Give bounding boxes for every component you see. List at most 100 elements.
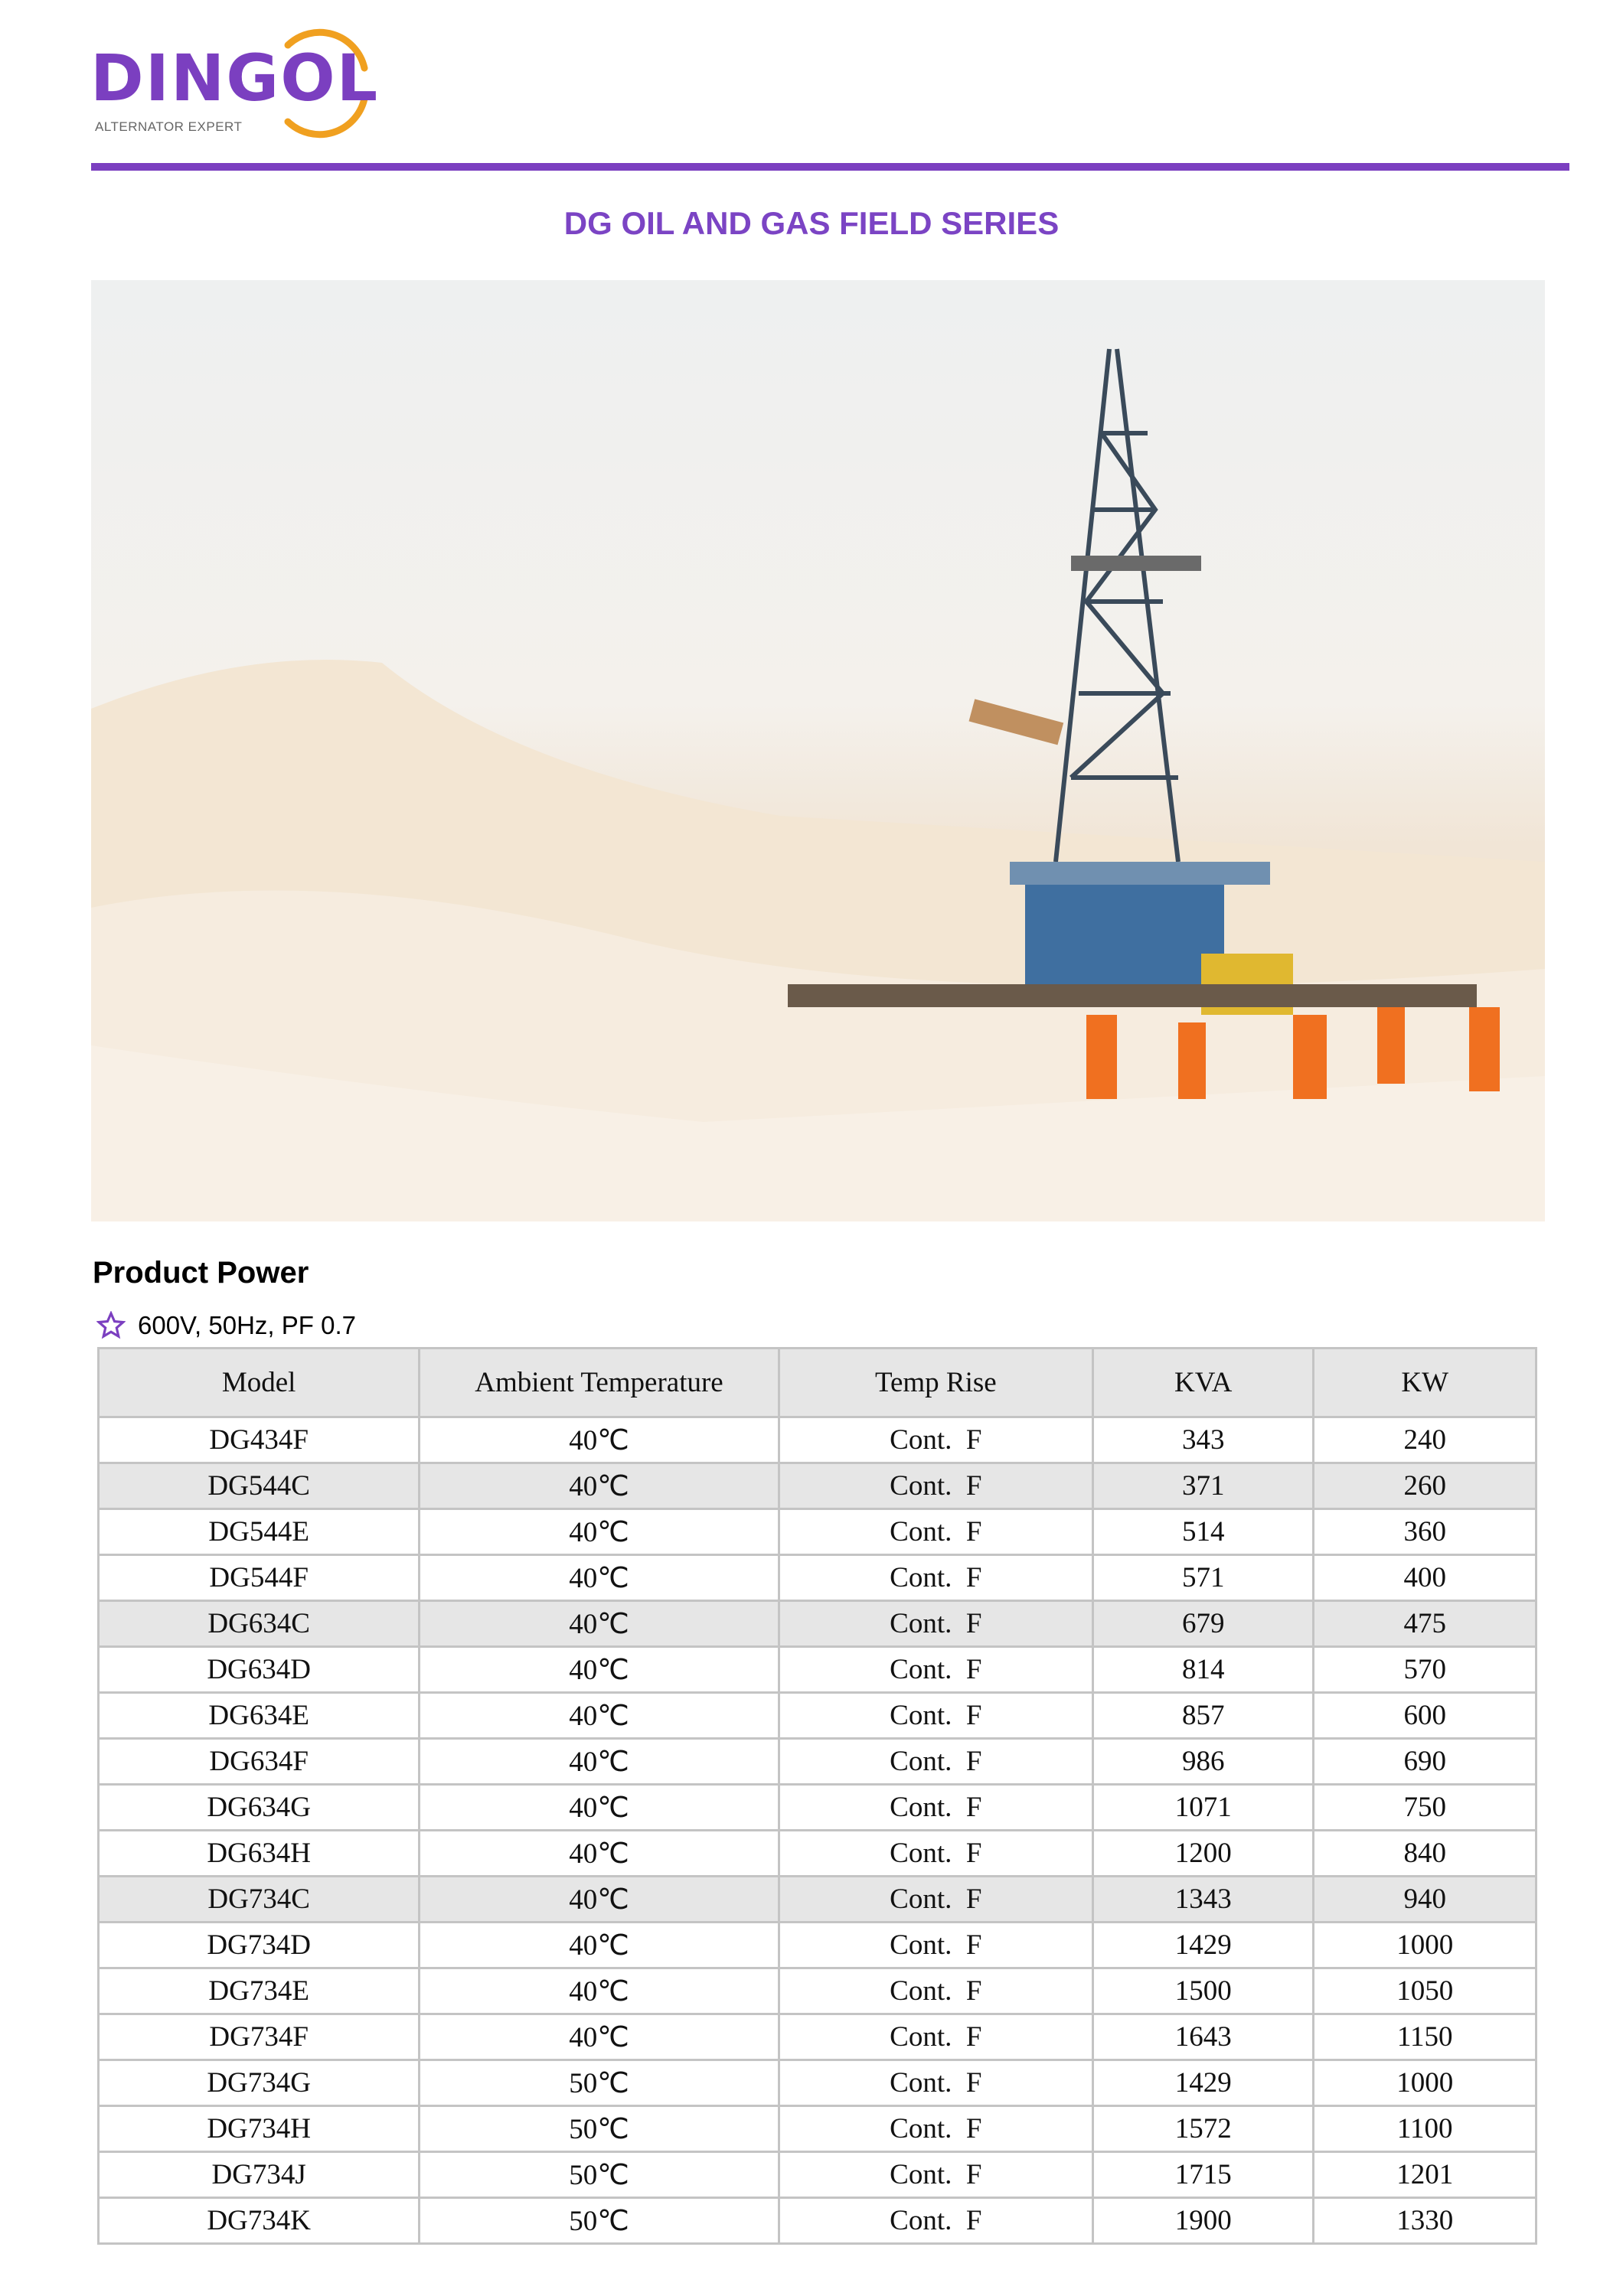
- cell-ambient-temperature: 40℃: [418, 1416, 780, 1464]
- cell-temp-rise: Cont. F: [777, 2105, 1094, 2153]
- cell-ambient-temperature: 40℃: [418, 1600, 780, 1648]
- cell-kw: 1201: [1312, 2151, 1537, 2199]
- company-logo: DINGOL ALTERNATOR EXPERT: [90, 23, 377, 145]
- cell-kva: 1429: [1091, 2059, 1315, 2107]
- cell-kw: 940: [1312, 1875, 1537, 1923]
- table-row: DG634D 40℃ Cont. F 814 570: [96, 1645, 1537, 1694]
- cell-kva: 814: [1091, 1645, 1315, 1694]
- cell-model: DG544E: [96, 1508, 421, 1556]
- cell-kw: 690: [1312, 1737, 1537, 1786]
- table-row: DG734G 50℃ Cont. F 1429 1000: [96, 2059, 1537, 2107]
- header-model: Model: [96, 1347, 421, 1418]
- cell-kva: 1343: [1091, 1875, 1315, 1923]
- cell-temp-rise: Cont. F: [777, 1783, 1094, 1831]
- cell-model: DG634H: [96, 1829, 421, 1877]
- table-header-row: Model Ambient Temperature Temp Rise KVA …: [96, 1347, 1537, 1418]
- cell-model: DG434F: [96, 1416, 421, 1464]
- cell-model: DG734C: [96, 1875, 421, 1923]
- table-row: DG734E 40℃ Cont. F 1500 1050: [96, 1967, 1537, 2015]
- cell-temp-rise: Cont. F: [777, 1875, 1094, 1923]
- table-row: DG734K 50℃ Cont. F 1900 1330: [96, 2197, 1537, 2245]
- cell-temp-rise: Cont. F: [777, 1508, 1094, 1556]
- cell-temp-rise: Cont. F: [777, 1967, 1094, 2015]
- cell-temp-rise: Cont. F: [777, 1600, 1094, 1648]
- logo-arc-icon: [284, 28, 368, 139]
- cell-ambient-temperature: 40℃: [418, 1875, 780, 1923]
- cell-temp-rise: Cont. F: [777, 1921, 1094, 1969]
- cell-model: DG734G: [96, 2059, 421, 2107]
- cell-ambient-temperature: 50℃: [418, 2151, 780, 2199]
- cell-temp-rise: Cont. F: [777, 1416, 1094, 1464]
- header-divider: [91, 163, 1569, 171]
- cell-temp-rise: Cont. F: [777, 2197, 1094, 2245]
- cell-model: DG634D: [96, 1645, 421, 1694]
- cell-temp-rise: Cont. F: [777, 1829, 1094, 1877]
- cell-kva: 1900: [1091, 2197, 1315, 2245]
- logo-tagline: ALTERNATOR EXPERT: [95, 119, 243, 134]
- cell-kw: 570: [1312, 1645, 1537, 1694]
- table-row: DG634H 40℃ Cont. F 1200 840: [96, 1829, 1537, 1877]
- cell-ambient-temperature: 40℃: [418, 1967, 780, 2015]
- cell-kva: 1572: [1091, 2105, 1315, 2153]
- cell-kw: 840: [1312, 1829, 1537, 1877]
- table-row: DG734D 40℃ Cont. F 1429 1000: [96, 1921, 1537, 1969]
- cell-kw: 400: [1312, 1554, 1537, 1602]
- cell-kva: 1071: [1091, 1783, 1315, 1831]
- table-row: DG634C 40℃ Cont. F 679 475: [96, 1600, 1537, 1648]
- cell-kva: 371: [1091, 1462, 1315, 1510]
- logo-wordmark: DINGOL: [90, 41, 380, 116]
- desert-oil-rig-illustration: [91, 348, 1545, 1221]
- cell-kva: 1429: [1091, 1921, 1315, 1969]
- cell-model: DG734K: [96, 2197, 421, 2245]
- cell-kw: 360: [1312, 1508, 1537, 1556]
- star-outline-icon: [96, 1311, 126, 1339]
- cell-model: DG734D: [96, 1921, 421, 1969]
- cell-kw: 1000: [1312, 1921, 1537, 1969]
- table-row: DG544C 40℃ Cont. F 371 260: [96, 1462, 1537, 1510]
- cell-kw: 240: [1312, 1416, 1537, 1464]
- cell-temp-rise: Cont. F: [777, 2059, 1094, 2107]
- cell-model: DG634F: [96, 1737, 421, 1786]
- cell-model: DG734H: [96, 2105, 421, 2153]
- cell-temp-rise: Cont. F: [777, 2151, 1094, 2199]
- cell-temp-rise: Cont. F: [777, 1645, 1094, 1694]
- table-row: DG734C 40℃ Cont. F 1343 940: [96, 1875, 1537, 1923]
- cell-ambient-temperature: 40℃: [418, 1462, 780, 1510]
- cell-temp-rise: Cont. F: [777, 1691, 1094, 1740]
- cell-ambient-temperature: 40℃: [418, 1737, 780, 1786]
- cell-ambient-temperature: 40℃: [418, 1691, 780, 1740]
- cell-temp-rise: Cont. F: [777, 1554, 1094, 1602]
- header-kva: KVA: [1091, 1347, 1315, 1418]
- cell-kva: 1200: [1091, 1829, 1315, 1877]
- cell-temp-rise: Cont. F: [777, 1462, 1094, 1510]
- cell-model: DG634E: [96, 1691, 421, 1740]
- cell-model: DG734F: [96, 2013, 421, 2061]
- cell-ambient-temperature: 40℃: [418, 1508, 780, 1556]
- cell-temp-rise: Cont. F: [777, 1737, 1094, 1786]
- cell-kw: 475: [1312, 1600, 1537, 1648]
- cell-ambient-temperature: 50℃: [418, 2059, 780, 2107]
- cell-kw: 1050: [1312, 1967, 1537, 2015]
- cell-ambient-temperature: 40℃: [418, 1783, 780, 1831]
- cell-ambient-temperature: 40℃: [418, 1554, 780, 1602]
- cell-model: DG634G: [96, 1783, 421, 1831]
- header-temp-rise: Temp Rise: [777, 1347, 1094, 1418]
- cell-model: DG544C: [96, 1462, 421, 1510]
- table-row: DG634F 40℃ Cont. F 986 690: [96, 1737, 1537, 1786]
- cell-ambient-temperature: 40℃: [418, 1829, 780, 1877]
- spec-text: 600V, 50Hz, PF 0.7: [138, 1311, 356, 1339]
- header-kw: KW: [1312, 1347, 1537, 1418]
- cell-kw: 1150: [1312, 2013, 1537, 2061]
- cell-kw: 750: [1312, 1783, 1537, 1831]
- table-row: DG544E 40℃ Cont. F 514 360: [96, 1508, 1537, 1556]
- cell-ambient-temperature: 40℃: [418, 1921, 780, 1969]
- table-row: DG634G 40℃ Cont. F 1071 750: [96, 1783, 1537, 1831]
- section-title: Product Power: [93, 1256, 309, 1290]
- header-ambient-temperature: Ambient Temperature: [418, 1347, 780, 1418]
- cell-ambient-temperature: 40℃: [418, 1645, 780, 1694]
- cell-ambient-temperature: 40℃: [418, 2013, 780, 2061]
- table-row: DG734H 50℃ Cont. F 1572 1100: [96, 2105, 1537, 2153]
- cell-temp-rise: Cont. F: [777, 2013, 1094, 2061]
- page-title: DG OIL AND GAS FIELD SERIES: [563, 205, 1060, 241]
- cell-kw: 600: [1312, 1691, 1537, 1740]
